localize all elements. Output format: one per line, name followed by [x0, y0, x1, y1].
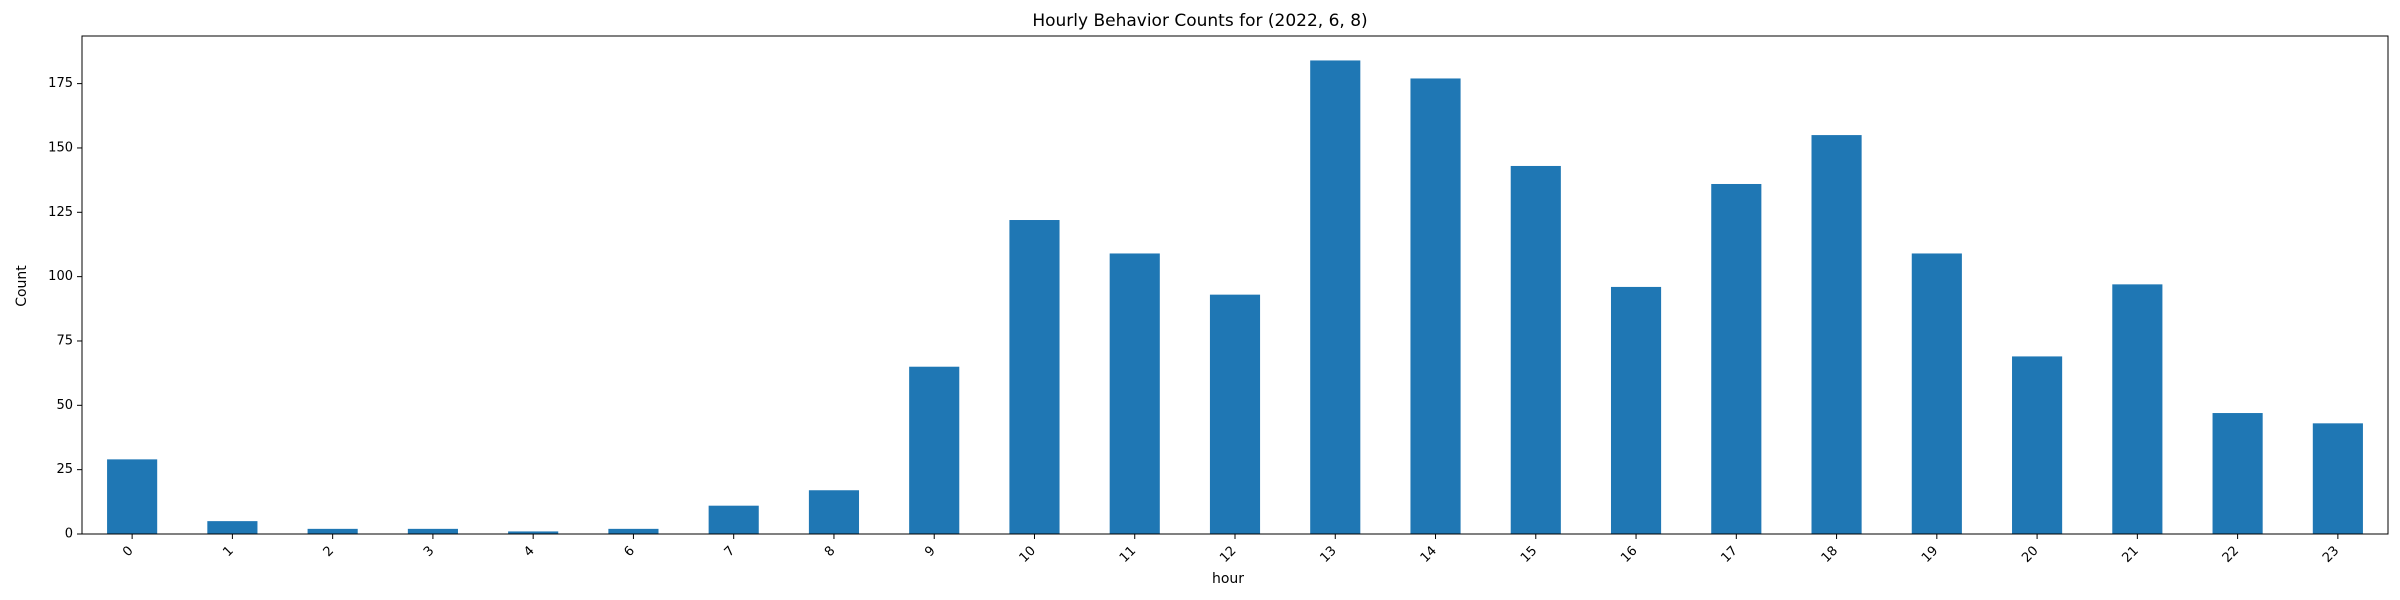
y-tick-label: 100 [48, 269, 73, 284]
bar-hour-15 [1510, 165, 1561, 534]
bar-hour-7 [708, 505, 759, 534]
bar-hour-22 [2212, 413, 2263, 534]
bar-hour-4 [508, 531, 559, 534]
plot-frame [81, 35, 2389, 535]
bar-hour-20 [2012, 356, 2063, 534]
y-tick-label: 175 [48, 76, 73, 91]
x-tick-label: 0 [120, 544, 136, 560]
x-tick-label: 11 [1117, 544, 1139, 566]
y-tick-label: 0 [65, 527, 73, 542]
bar-hour-23 [2312, 423, 2363, 534]
bar-hour-2 [307, 528, 358, 534]
bars-group [107, 60, 2363, 534]
x-tick-label: 12 [1217, 544, 1239, 566]
x-axis-ticks: 0 1 2 3 4 6 7 8 9 10 11 12 13 14 15 16 17 18 19 20 21 22 23 [120, 534, 2342, 566]
bar-hour-3 [407, 528, 458, 534]
bar-hour-16 [1610, 286, 1662, 534]
x-tick-label: 7 [722, 544, 738, 560]
x-tick-label: 14 [1418, 544, 1440, 566]
bar-hour-14 [1410, 78, 1461, 534]
bar-hour-11 [1109, 253, 1160, 534]
x-tick-label: 21 [2120, 544, 2142, 566]
y-tick-label: 150 [48, 140, 73, 155]
bar-hour-18 [1811, 135, 1862, 534]
x-tick-label: 22 [2220, 544, 2242, 566]
bar-hour-10 [1009, 220, 1060, 534]
bar-hour-6 [608, 528, 659, 534]
x-tick-label: 8 [822, 544, 838, 560]
x-tick-label: 19 [1919, 544, 1941, 566]
x-tick-label: 15 [1518, 544, 1540, 566]
y-tick-label: 75 [56, 333, 73, 348]
y-tick-label: 50 [56, 398, 73, 413]
x-tick-label: 13 [1317, 544, 1339, 566]
x-tick-label: 9 [922, 544, 938, 560]
x-tick-label: 6 [621, 544, 637, 560]
x-tick-label: 10 [1017, 544, 1039, 566]
bar-hour-13 [1310, 60, 1361, 534]
x-tick-label: 2 [321, 544, 337, 560]
x-tick-label: 23 [2320, 544, 2342, 566]
x-tick-label: 20 [2019, 544, 2041, 566]
y-tick-label: 25 [56, 462, 73, 477]
y-tick-label: 125 [48, 205, 73, 220]
bar-hour-1 [207, 521, 258, 534]
x-tick-label: 16 [1618, 544, 1640, 566]
x-tick-label: 17 [1718, 544, 1740, 566]
bar-hour-12 [1209, 294, 1261, 534]
x-tick-label: 18 [1819, 544, 1841, 566]
y-axis-label: Count [14, 265, 30, 307]
bar-hour-19 [1911, 253, 1962, 534]
bar-hour-17 [1711, 183, 1762, 534]
chart-title: Hourly Behavior Counts for (2022, 6, 8) [1032, 11, 1367, 31]
x-tick-label: 3 [421, 544, 437, 560]
x-tick-label: 1 [220, 544, 236, 560]
x-tick-label: 4 [521, 544, 537, 560]
x-axis-label: hour [1212, 571, 1244, 587]
bar-hour-21 [2112, 284, 2163, 534]
bar-hour-8 [808, 490, 860, 534]
bar-hour-0 [107, 459, 158, 534]
y-axis-ticks: 0 25 50 75 100 125 150 175 [48, 76, 82, 542]
bar-hour-9 [909, 366, 960, 534]
